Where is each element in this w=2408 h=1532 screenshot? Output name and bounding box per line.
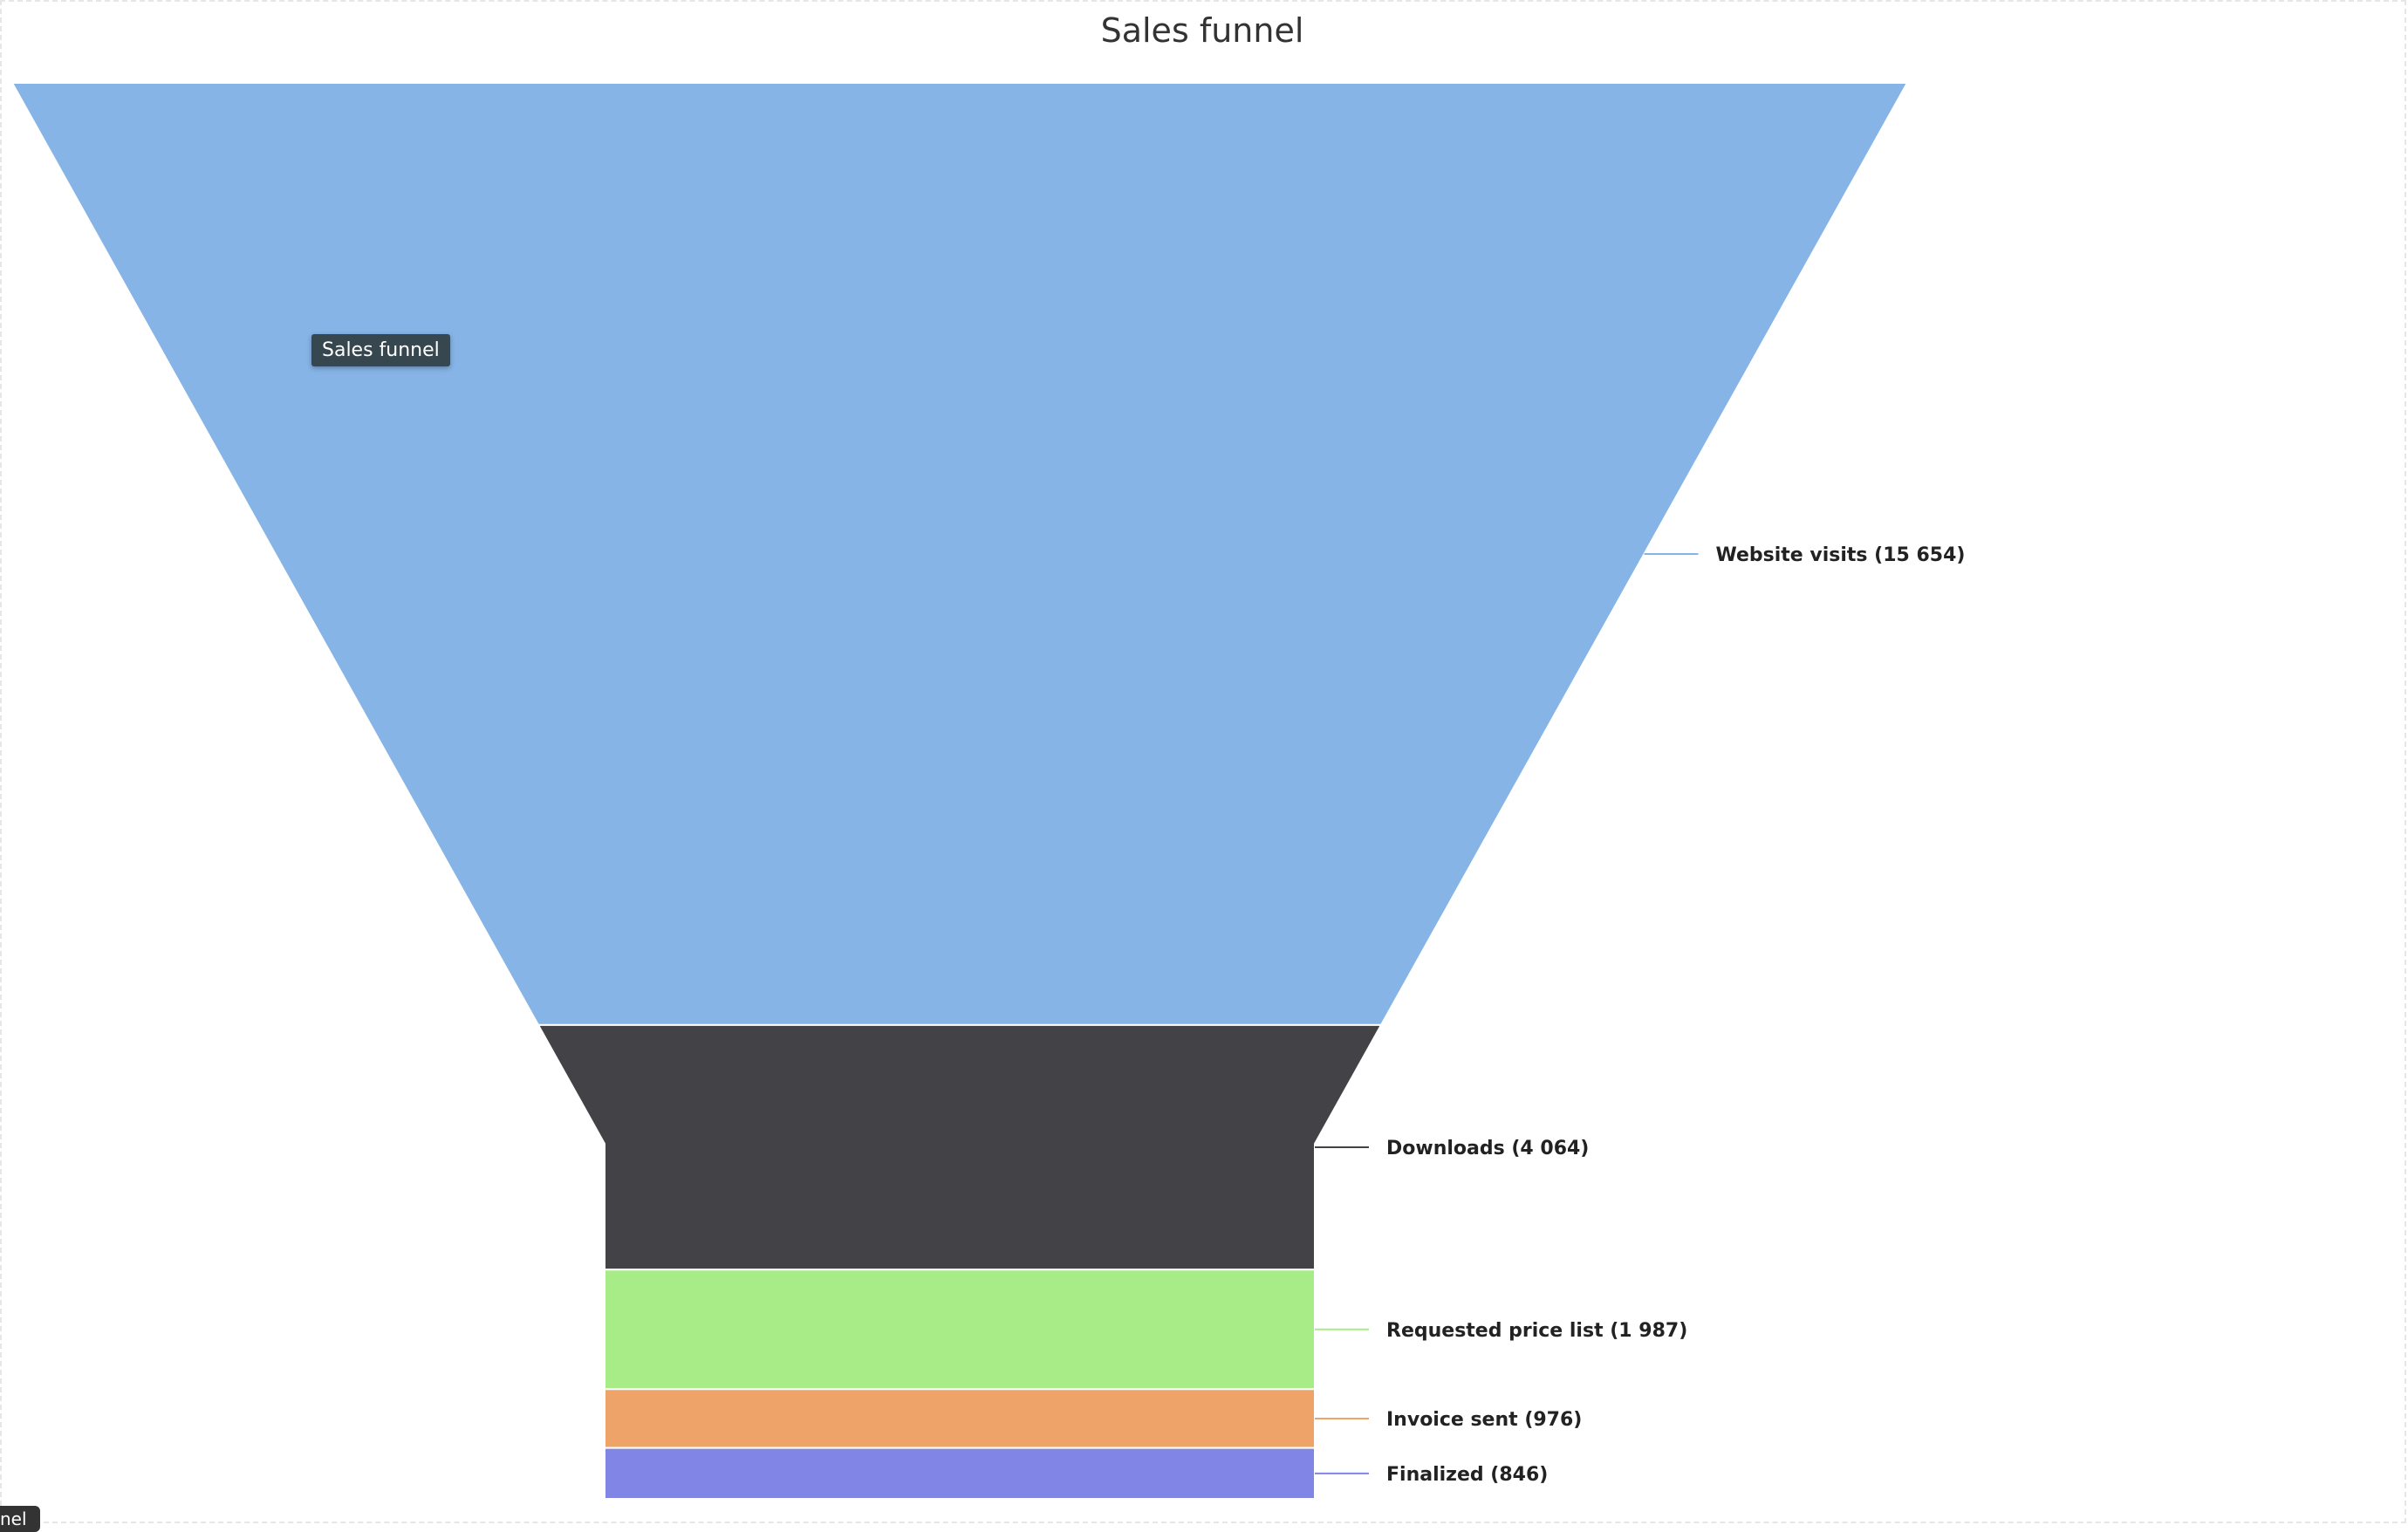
corner-chip: nel: [0, 1506, 40, 1532]
funnel-segments: [10, 82, 1909, 1500]
funnel-segment-3[interactable]: [604, 1388, 1316, 1449]
data-label-3: Invoice sent (976): [1386, 1409, 1582, 1431]
chart-title: Sales funnel: [1101, 11, 1304, 50]
data-label-4: Finalized (846): [1386, 1464, 1548, 1486]
tooltip: Sales funnel: [311, 334, 450, 366]
funnel-segment-0[interactable]: [10, 82, 1909, 1026]
funnel-segment-1[interactable]: [537, 1023, 1383, 1271]
data-label-2: Requested price list (1 987): [1386, 1320, 1687, 1342]
data-label-0: Website visits (15 654): [1716, 544, 1966, 566]
data-label-1: Downloads (4 064): [1386, 1138, 1589, 1159]
funnel-segment-2[interactable]: [604, 1269, 1316, 1391]
funnel-segment-4[interactable]: [604, 1447, 1316, 1500]
funnel-labels: Website visits (15 654) Downloads (4 064)…: [1315, 544, 1965, 1486]
